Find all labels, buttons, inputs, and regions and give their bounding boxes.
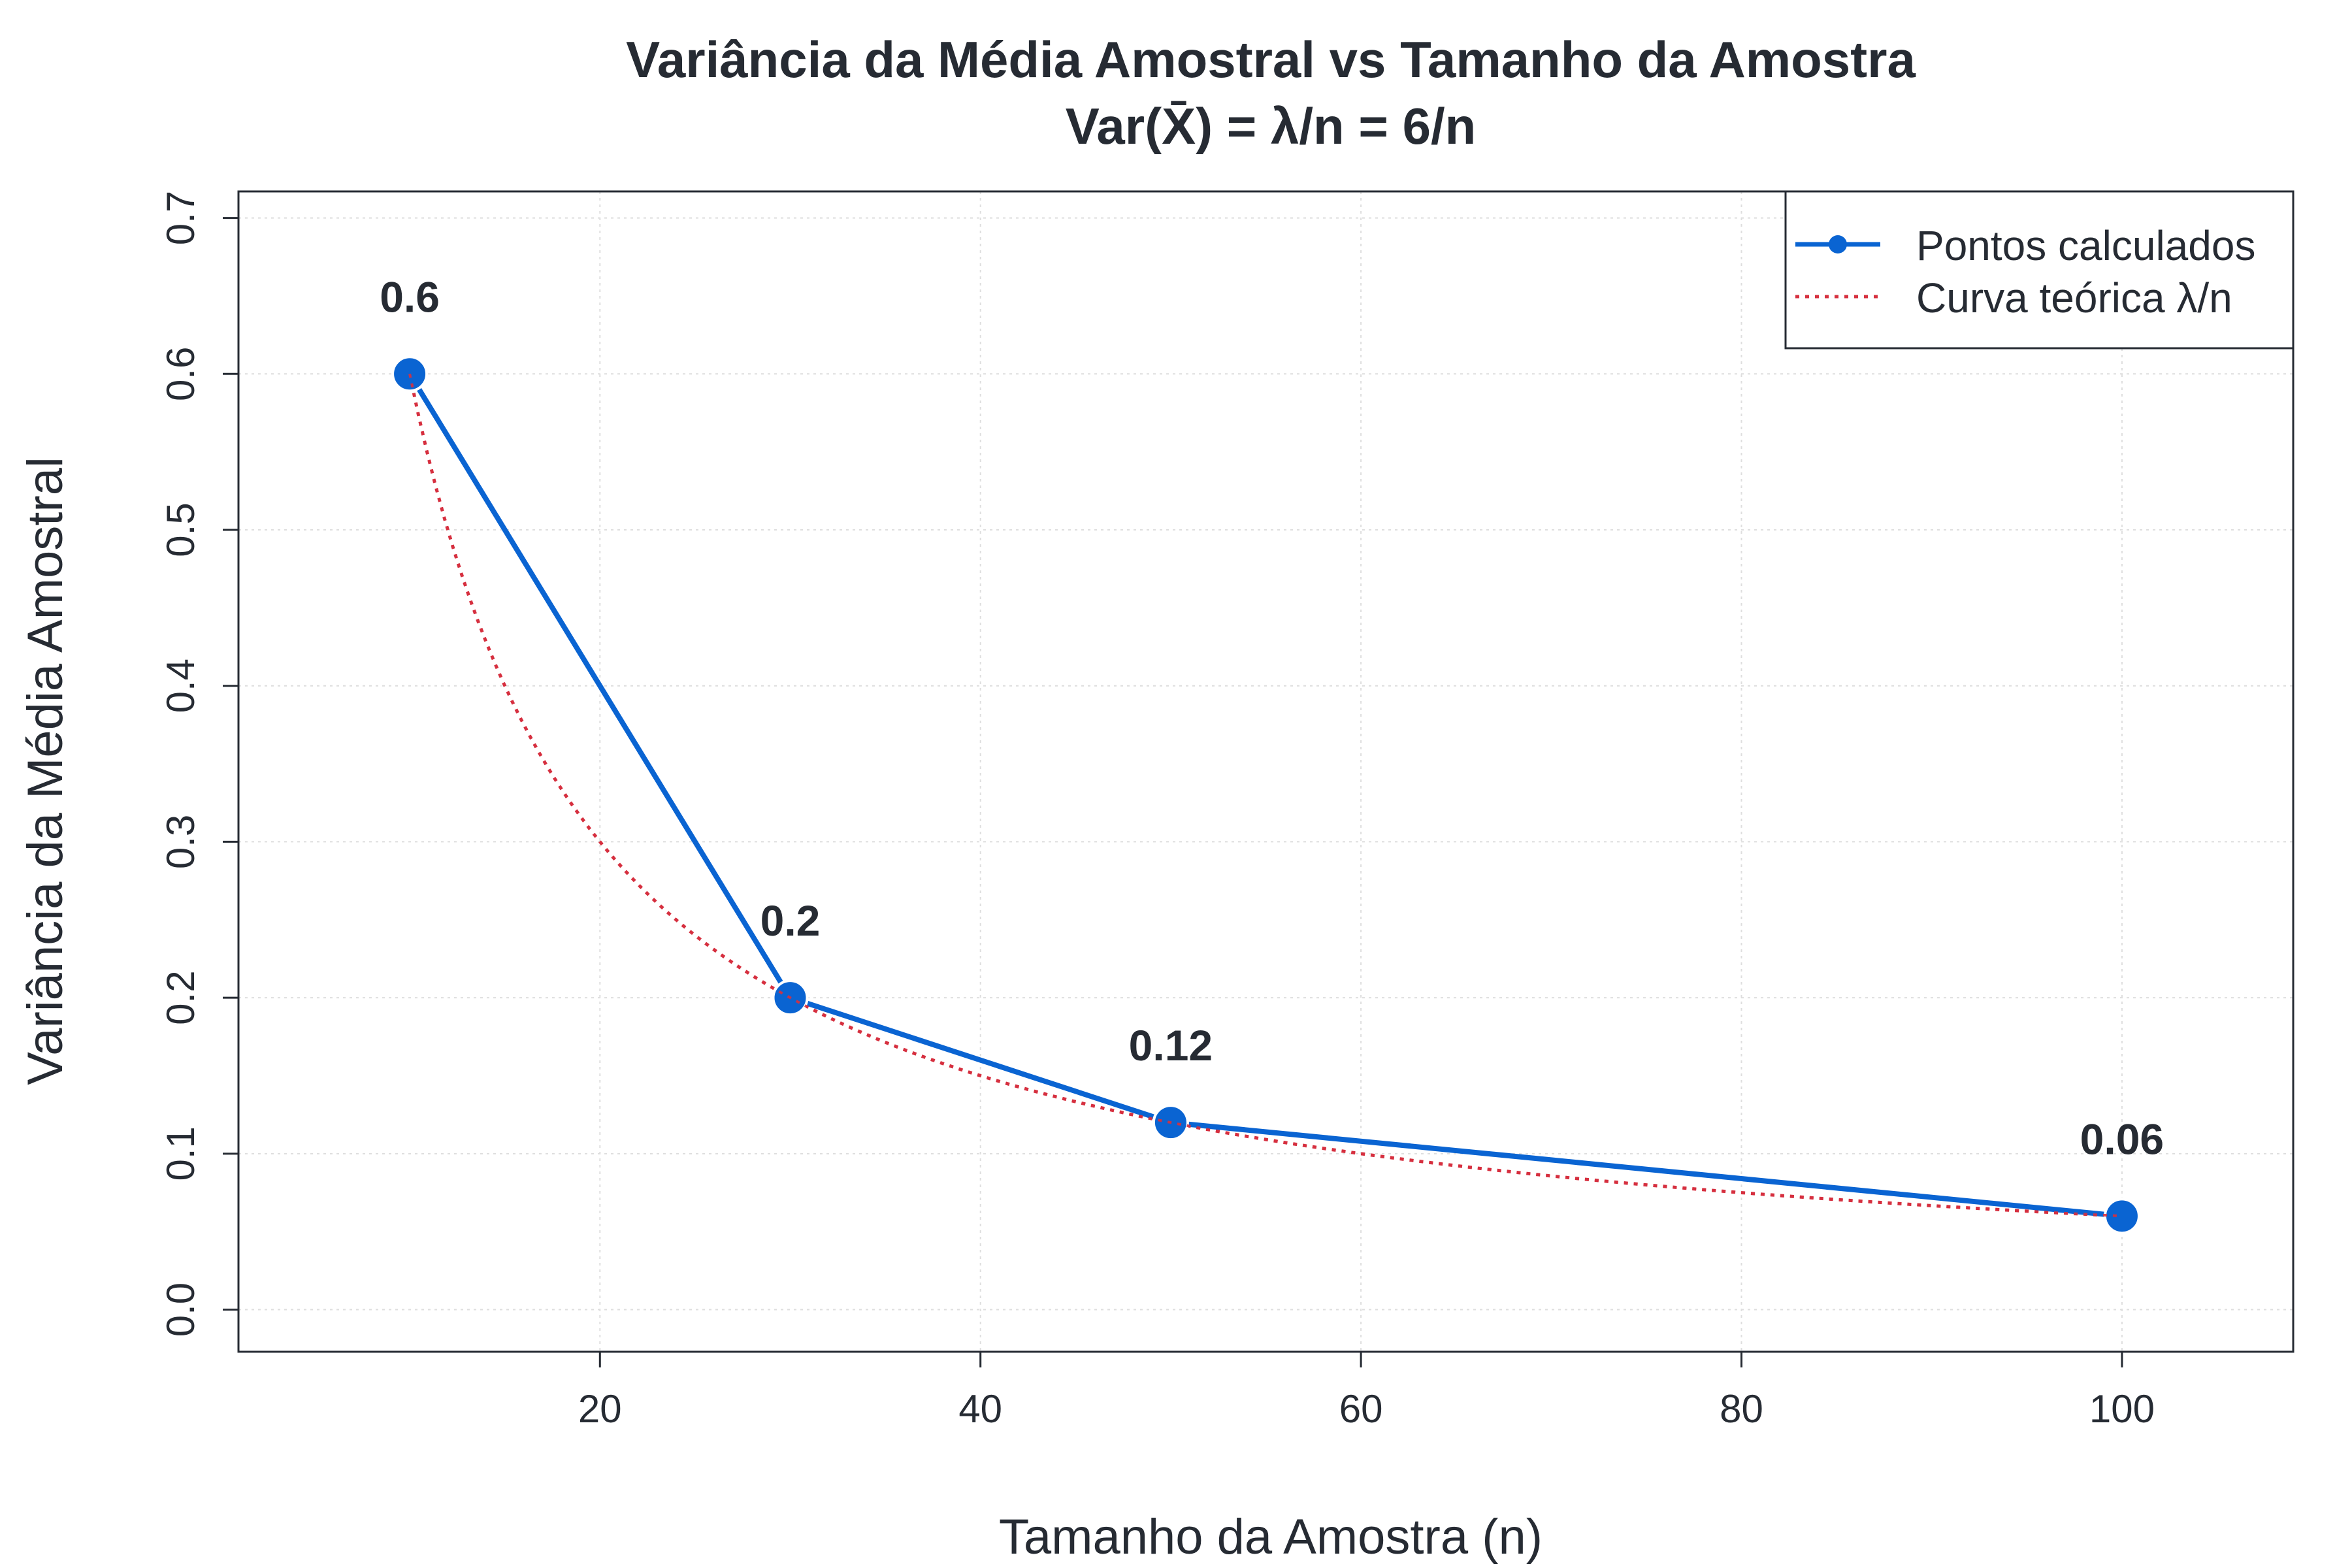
x-axis-label: Tamanho da Amostra (n)	[999, 1509, 1543, 1565]
legend-box	[1784, 190, 2295, 350]
x-tick-label: 60	[1339, 1387, 1383, 1431]
x-tick-label: 20	[578, 1387, 622, 1431]
x-axis: 20 40 60 80 100	[578, 1352, 2155, 1431]
plot-area-border	[237, 190, 2295, 1353]
y-axis-label: Variância da Média Amostral	[18, 457, 73, 1085]
legend-marker-calculated	[1829, 235, 1847, 253]
data-point	[2103, 1198, 2140, 1235]
legend-label-calculated: Pontos calculados	[1916, 222, 2255, 269]
legend-label-theoretical: Curva teórica λ/n	[1916, 274, 2232, 321]
y-tick-label: 0.0	[159, 1282, 203, 1337]
x-tick-label: 80	[1720, 1387, 1763, 1431]
y-tick-label: 0.6	[159, 347, 203, 401]
y-axis: 0.0 0.1 0.2 0.3 0.4 0.5 0.6 0.7	[159, 191, 238, 1337]
data-label: 0.2	[760, 896, 821, 945]
chart-subtitle: Var(X̄) = λ/n = 6/n	[1066, 97, 1477, 155]
x-tick-label: 100	[2089, 1387, 2155, 1431]
y-tick-label: 0.5	[159, 502, 203, 557]
chart-title: Variância da Média Amostral vs Tamanho d…	[626, 31, 1916, 88]
y-tick-label: 0.3	[159, 815, 203, 869]
y-tick-label: 0.2	[159, 970, 203, 1024]
grid-lines	[238, 191, 2293, 1352]
data-label: 0.06	[2080, 1115, 2164, 1163]
data-label: 0.6	[380, 272, 440, 321]
legend: Pontos calculados Curva teórica λ/n	[1784, 190, 2295, 350]
calculated-points-series	[391, 355, 2140, 1235]
y-tick-label: 0.1	[159, 1126, 203, 1181]
y-tick-label: 0.4	[159, 659, 203, 713]
calculated-points-line	[407, 372, 2123, 1219]
data-label: 0.12	[1129, 1021, 1213, 1070]
x-tick-label: 40	[958, 1387, 1002, 1431]
theoretical-curve-overlay	[408, 373, 2123, 1218]
y-tick-label: 0.7	[159, 191, 203, 245]
data-labels: 0.6 0.2 0.12 0.06	[380, 272, 2164, 1163]
